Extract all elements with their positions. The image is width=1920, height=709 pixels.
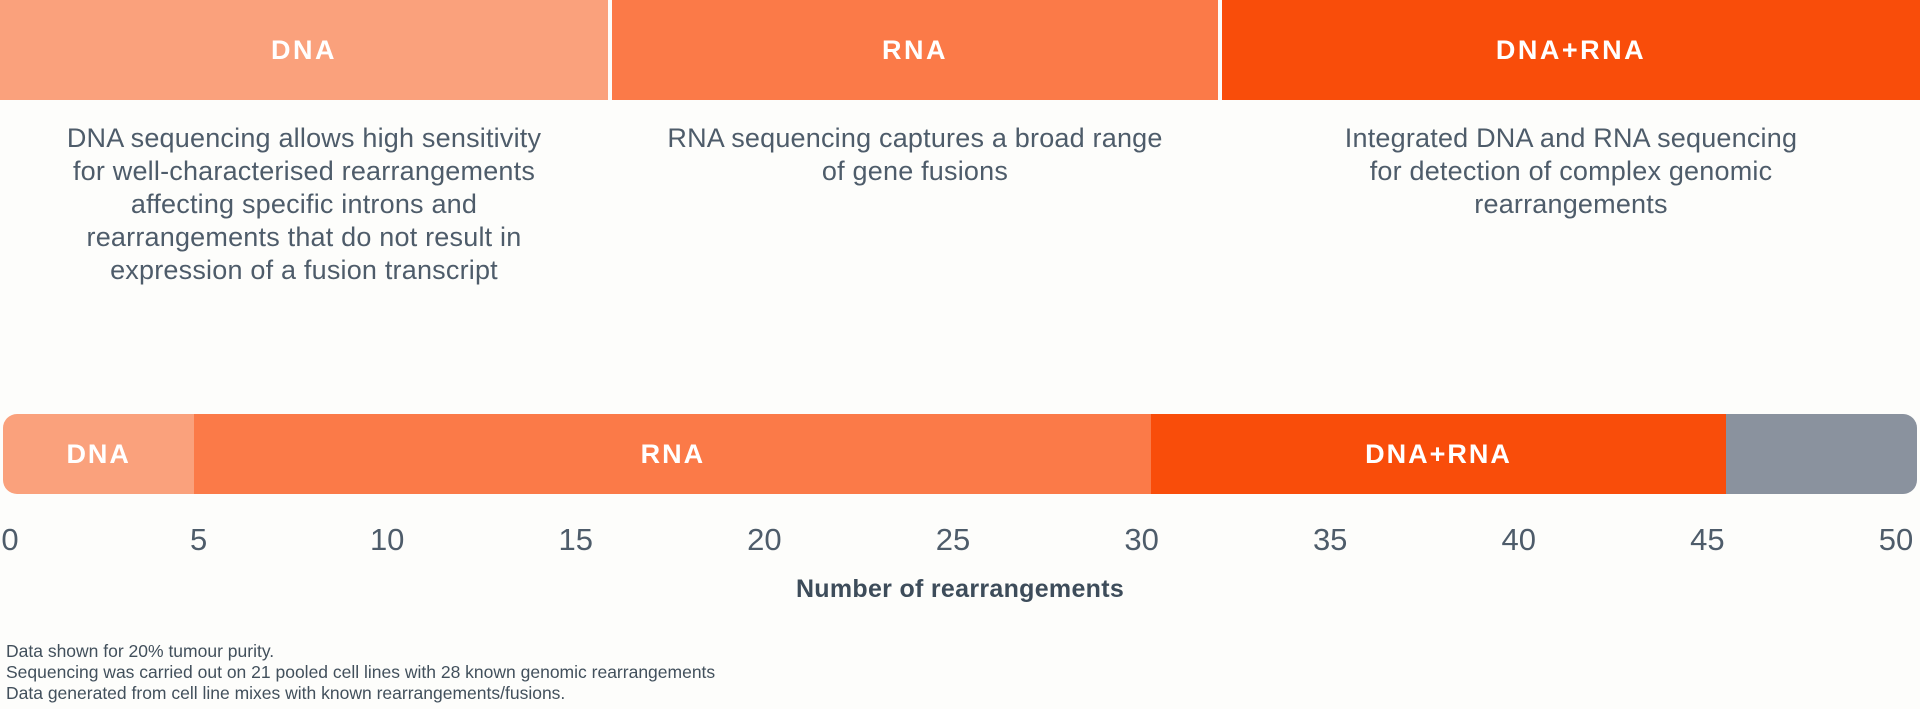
x-tick-20: 20 — [747, 522, 782, 557]
column-header-dna: DNA — [0, 0, 608, 100]
bar-segment-label: DNA+RNA — [1365, 438, 1512, 469]
x-tick-10: 10 — [369, 522, 405, 557]
x-axis-ticks: 0 5 10 15 20 25 30 35 40 45 50 — [1, 522, 1913, 558]
column-header-dna-rna-label: DNA+RNA — [1495, 34, 1647, 65]
stacked-bar: DNA RNA DNA+RNA — [3, 414, 1917, 494]
bar-segment-label: DNA — [66, 438, 131, 469]
footnote-line: Sequencing was carried out on 21 pooled … — [6, 662, 716, 682]
description-dna-rna-text: Integrated DNA and RNA sequencing for de… — [1344, 123, 1798, 219]
x-tick-15: 15 — [558, 522, 594, 557]
footnote-line: Data shown for 20% tumour purity. — [6, 641, 275, 661]
column-header-rna: RNA — [612, 0, 1218, 100]
bar-segment-dna-rna: DNA+RNA — [1151, 414, 1726, 494]
description-rna-text: RNA sequencing captures a broad range of… — [667, 123, 1163, 186]
x-axis-title: Number of rearrangements — [795, 575, 1125, 603]
description-dna-text: DNA sequencing allows high sensitivity f… — [66, 123, 542, 285]
column-header-dna-rna: DNA+RNA — [1222, 0, 1920, 100]
x-tick-40: 40 — [1501, 522, 1537, 557]
column-headers: DNA RNA DNA+RNA — [0, 0, 1920, 100]
x-tick-45: 45 — [1690, 522, 1725, 557]
column-header-rna-label: RNA — [882, 34, 948, 65]
description-dna-rna: Integrated DNA and RNA sequencing for de… — [1222, 122, 1920, 287]
column-header-dna-label: DNA — [271, 34, 337, 65]
x-tick-35: 35 — [1312, 522, 1348, 557]
x-tick-50: 50 — [1878, 522, 1914, 557]
x-tick-25: 25 — [935, 522, 971, 557]
footnote-line: Data generated from cell line mixes with… — [6, 683, 566, 703]
bar-segment-label: RNA — [640, 438, 706, 469]
footnotes: Data shown for 20% tumour purity. Sequen… — [6, 641, 715, 704]
column-descriptions: DNA sequencing allows high sensitivity f… — [0, 122, 1920, 287]
description-rna: RNA sequencing captures a broad range of… — [612, 122, 1218, 287]
description-dna: DNA sequencing allows high sensitivity f… — [0, 122, 608, 287]
bar-segment-rna: RNA — [194, 414, 1152, 494]
bar-segment-dna: DNA — [3, 414, 195, 494]
x-tick-5: 5 — [189, 522, 208, 557]
x-tick-30: 30 — [1124, 522, 1159, 557]
x-tick-0: 0 — [1, 522, 19, 557]
bar-segment-undetected — [1725, 414, 1917, 494]
